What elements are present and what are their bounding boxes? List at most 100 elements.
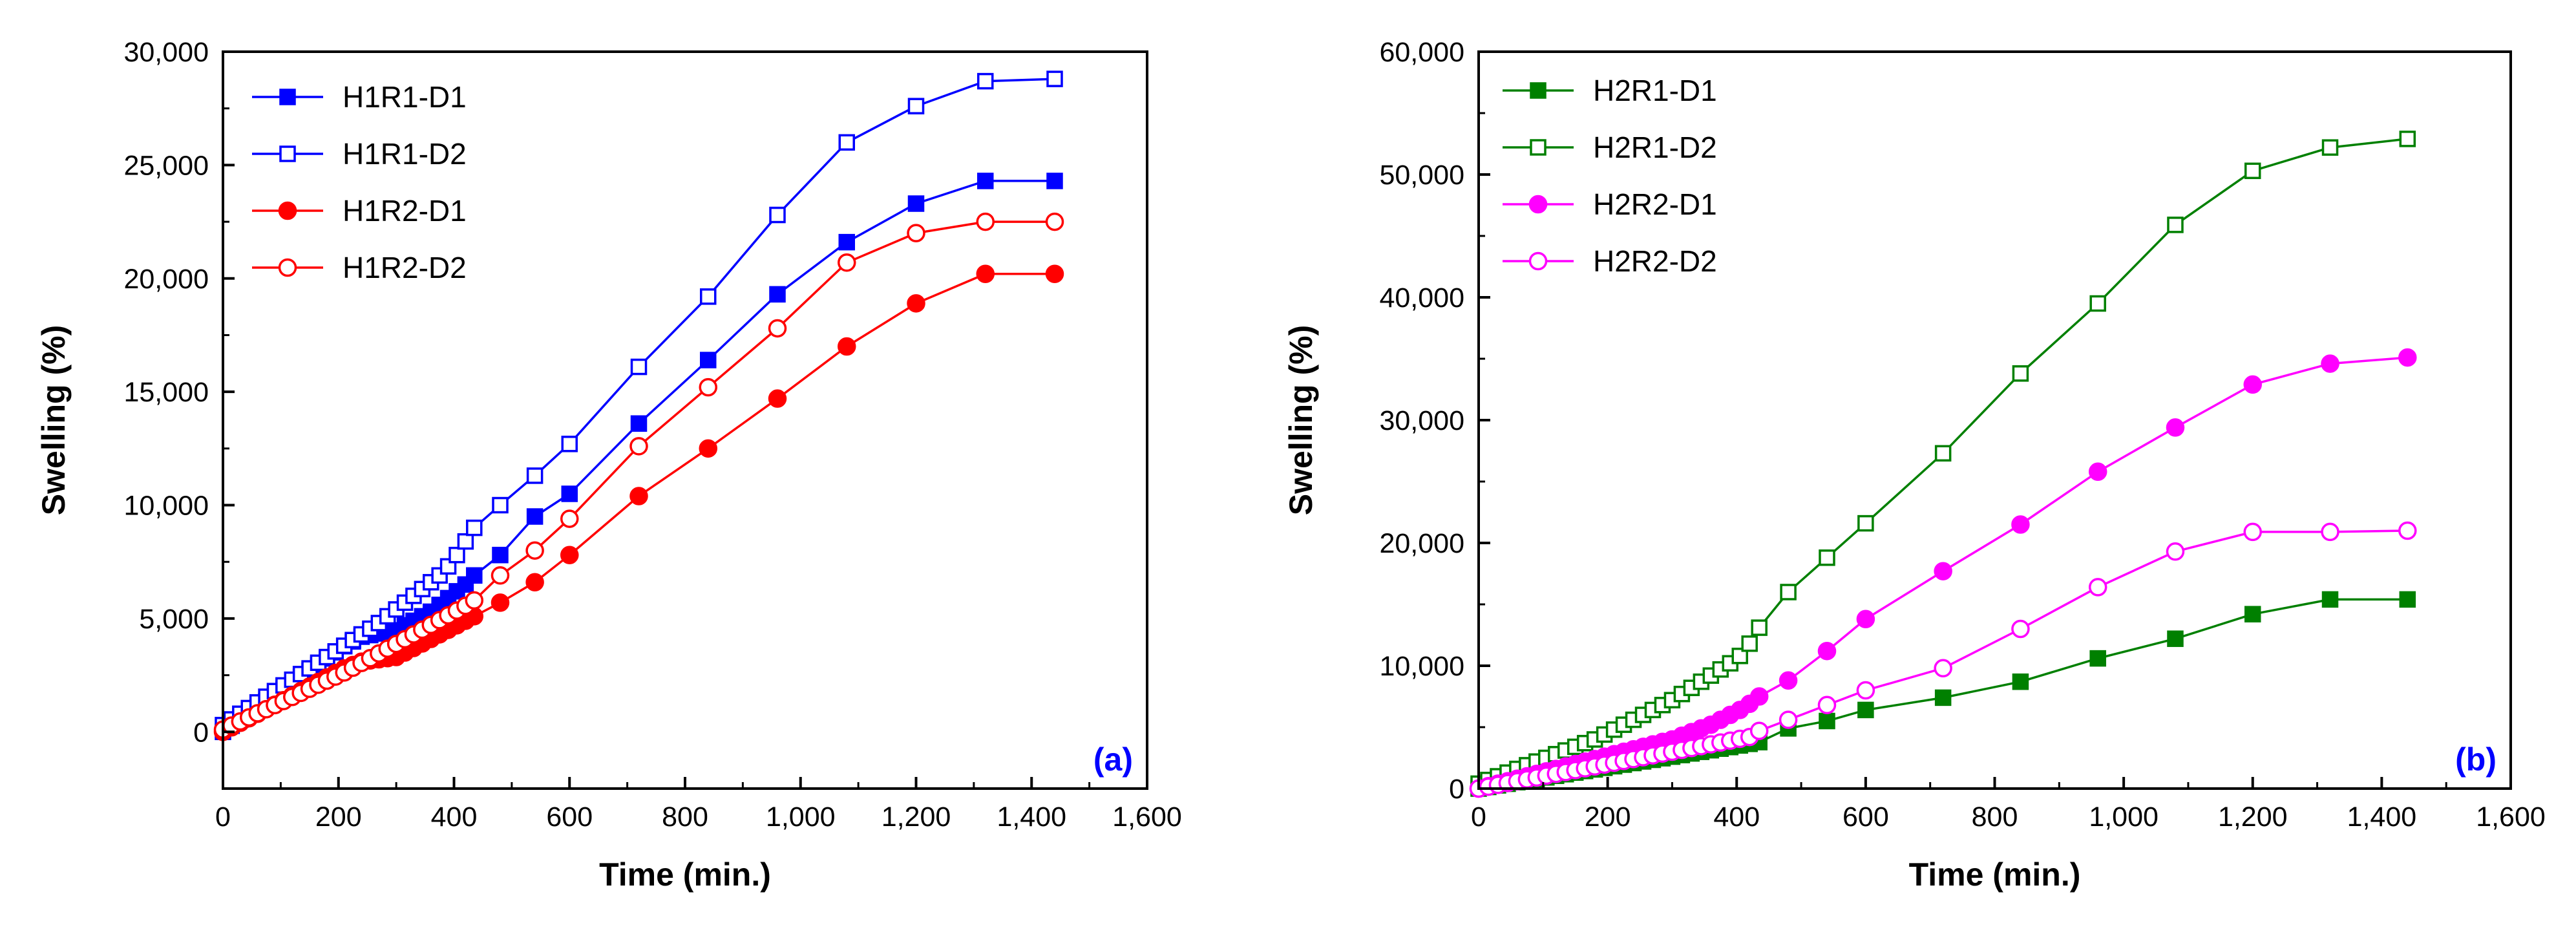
legend-label: H1R2-D2 [343,251,467,284]
data-point-H1R2-D1 [838,337,856,356]
data-point-H1R1-D2 [769,206,786,224]
x-tick-label: 200 [315,801,362,833]
x-tick-label: 1,400 [997,801,1066,833]
y-tick-label: 30,000 [1379,405,1464,436]
data-point-H1R1-D1 [977,173,994,189]
data-point-H2R1-D2 [1741,635,1758,652]
data-point-H2R1-D2 [2321,139,2339,156]
data-point-H1R2-D1 [768,389,787,408]
data-point-H2R2-D2 [2088,578,2107,597]
data-point-H1R2-D2 [465,591,484,610]
y-tick-label: 0 [193,717,209,748]
data-point-H1R2-D2 [768,319,787,338]
data-point-H1R1-D1 [561,485,578,502]
data-point-H1R2-D2 [491,566,510,585]
data-point-H2R1-D1 [2321,591,2339,608]
data-point-H1R1-D2 [561,436,578,452]
data-point-H2R1-D2 [1780,584,1797,600]
data-point-H2R1-D1 [2012,673,2029,690]
y-tick-label: 5,000 [139,604,209,635]
legend-item-H1R2-D2: H1R2-D2 [252,251,467,284]
data-point-H1R2-D1 [699,439,717,458]
data-point-H1R1-D2 [630,358,648,376]
data-point-H2R1-D1 [1819,712,1835,730]
data-point-H1R1-D2 [700,288,717,305]
legend-item-H1R1-D2: H1R1-D2 [252,137,467,171]
data-point-H2R2-D2 [1934,659,1952,678]
data-point-H2R2-D1 [1749,687,1769,706]
legend-item-H1R1-D1: H1R1-D1 [252,80,467,114]
data-point-H1R2-D1 [525,573,544,592]
data-point-H2R2-D1 [2243,375,2262,394]
data-point-H2R2-D2 [1817,695,1837,715]
data-point-H1R1-D2 [492,496,509,514]
y-tick-label: 25,000 [123,150,209,181]
data-point-H2R1-D2 [2012,365,2029,382]
x-tick-label: 1,600 [2476,801,2546,833]
x-axis-title: Time (min.) [1909,856,2081,893]
x-tick-label: 0 [215,801,231,833]
data-point-H1R1-D2 [977,72,994,90]
x-tick-label: 200 [1585,801,1631,833]
chart-panel-2: 0 200 400 600 800 1,000 1,200 1,400 1,600 0 10,000… [1283,37,2546,893]
legend-marker [279,89,296,105]
data-point-H2R1-D2 [1934,445,1952,462]
data-point-H2R2-D1 [1934,562,1952,580]
data-point-H1R2-D1 [976,264,995,284]
y-axis-title: Swelling (%) [36,325,72,515]
data-point-H2R1-D1 [2244,606,2261,622]
data-point-H2R2-D2 [2011,619,2030,639]
data-point-H2R2-D1 [1856,610,1875,629]
data-point-H2R2-D2 [2398,521,2417,540]
data-point-H2R2-D2 [2321,522,2339,542]
y-tick-label: 0 [1449,774,1464,805]
x-axis-title: Time (min.) [599,856,771,893]
data-point-H1R1-D2 [1046,70,1063,87]
legend-marker [1530,82,1547,99]
data-point-H1R2-D1 [629,487,648,505]
data-point-H1R1-D2 [457,533,474,550]
legend-marker [278,201,297,220]
y-tick-label: 20,000 [1379,528,1464,559]
data-point-H1R1-D1 [838,233,855,251]
data-point-H2R2-D2 [1749,721,1769,740]
y-tick-label: 10,000 [1379,651,1464,682]
x-tick-label: 1,200 [882,801,951,833]
data-point-H2R1-D2 [1819,549,1835,566]
data-point-H1R1-D2 [838,134,855,151]
legend-item-H2R1-D1: H2R1-D1 [1503,74,1717,107]
data-point-H2R1-D1 [2089,650,2106,667]
legend-marker [1530,139,1547,156]
data-point-H2R1-D2 [2244,162,2261,180]
data-point-H2R1-D1 [2399,591,2416,608]
legend-marker [279,145,296,162]
data-point-H2R2-D2 [1779,710,1798,729]
data-point-H2R2-D1 [2398,348,2417,367]
data-point-H2R2-D2 [2243,522,2262,542]
legend-item-H2R2-D1: H2R2-D1 [1503,187,1717,221]
x-tick-label: 1,400 [2347,801,2417,833]
data-point-H1R2-D2 [629,437,648,456]
data-point-H1R1-D1 [907,195,925,212]
x-tick-label: 1,000 [766,801,836,833]
data-point-H2R1-D1 [2167,630,2184,647]
x-tick-label: 1,000 [2089,801,2159,833]
data-point-H1R2-D2 [1045,212,1064,231]
data-point-H1R2-D1 [560,546,579,564]
data-point-H2R1-D2 [1751,619,1768,636]
data-point-H1R1-D2 [466,519,483,536]
data-point-H1R1-D1 [526,508,544,525]
data-point-H1R2-D2 [838,253,856,272]
data-point-H2R1-D2 [1731,648,1748,664]
data-point-H1R2-D1 [907,294,925,313]
data-point-H1R1-D2 [907,98,925,114]
data-point-H2R2-D2 [1856,681,1875,700]
data-point-H2R1-D1 [1857,701,1874,719]
data-point-H1R1-D1 [466,567,483,584]
data-point-H2R2-D1 [1779,671,1798,690]
data-point-H2R1-D2 [1857,515,1874,532]
legend-label: H1R2-D1 [343,194,467,228]
x-tick-label: 400 [1713,801,1760,833]
x-tick-label: 400 [431,801,478,833]
series-line-H1R1-D2 [222,78,1055,727]
